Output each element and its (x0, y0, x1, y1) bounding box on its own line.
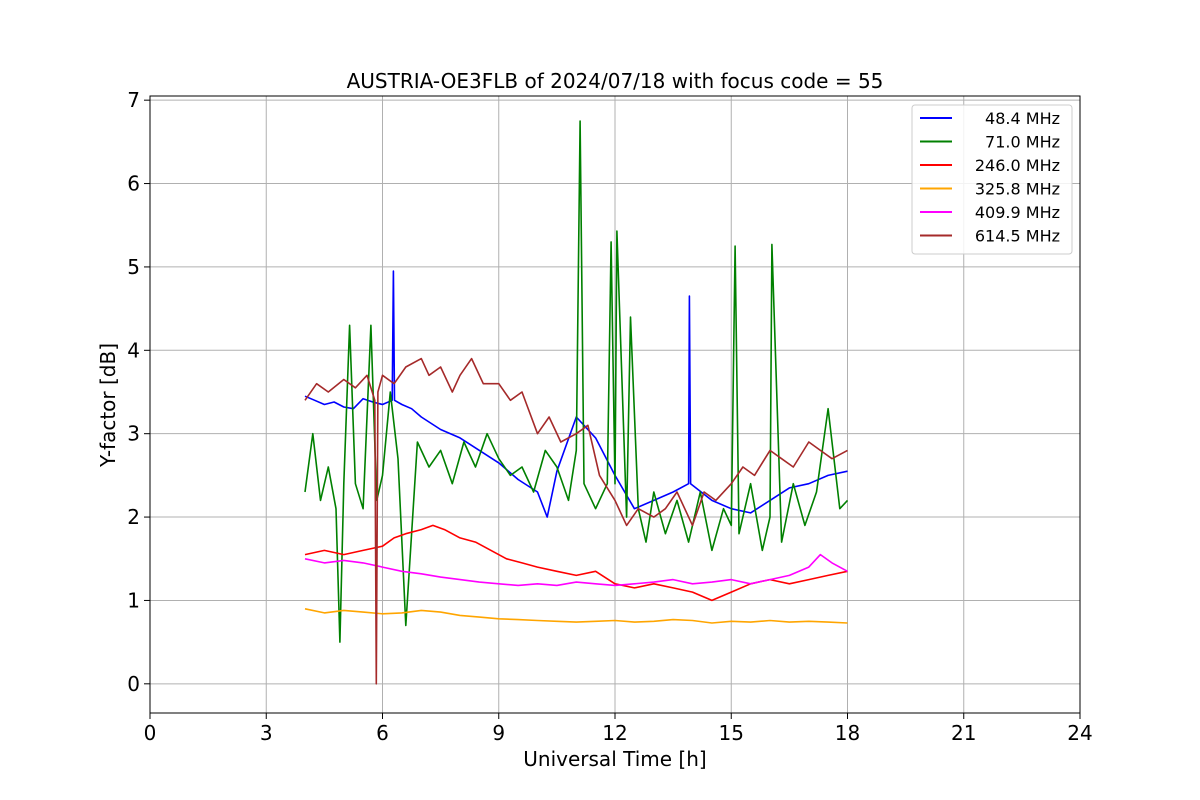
y-tick-label: 6 (127, 172, 140, 196)
y-tick-label: 5 (127, 255, 140, 279)
series-line-4 (304, 553, 848, 587)
legend: 48.4 MHz 71.0 MHz 246.0 MHz 325.8 MHz 409.9 … (911, 104, 1073, 255)
x-tick-label: 6 (376, 721, 389, 745)
y-tick-label: 2 (127, 505, 140, 529)
series-line-3 (304, 608, 848, 624)
legend-label: 48.4 MHz (985, 109, 1060, 128)
legend-label: 71.0 MHz (985, 133, 1060, 152)
x-tick-label: 24 (1067, 721, 1092, 745)
x-tick-label: 3 (260, 721, 273, 745)
x-tick-label: 12 (602, 721, 627, 745)
y-tick-label: 0 (127, 672, 140, 696)
y-tick-label: 1 (127, 588, 140, 612)
x-tick-label: 0 (144, 721, 157, 745)
chart-title: AUSTRIA-OE3FLB of 2024/07/18 with focus … (347, 69, 884, 93)
series-layer (304, 120, 849, 685)
series-line-1 (304, 120, 849, 643)
series-line-2 (304, 524, 848, 602)
x-tick-label: 9 (492, 721, 505, 745)
x-tick-label: 21 (951, 721, 976, 745)
series-line-5 (304, 357, 848, 685)
x-axis-label: Universal Time [h] (523, 747, 706, 771)
y-tick-label: 4 (127, 338, 140, 362)
legend-label: 246.0 MHz (975, 156, 1060, 175)
legend-label: 409.9 MHz (975, 203, 1060, 222)
x-tick-label: 15 (719, 721, 744, 745)
y-tick-label: 7 (127, 88, 140, 112)
y-axis-label: Y-factor [dB] (96, 343, 120, 468)
legend-label: 614.5 MHz (975, 227, 1060, 246)
x-tick-label: 18 (835, 721, 860, 745)
y-tick-label: 3 (127, 422, 140, 446)
legend-label: 325.8 MHz (975, 180, 1060, 199)
